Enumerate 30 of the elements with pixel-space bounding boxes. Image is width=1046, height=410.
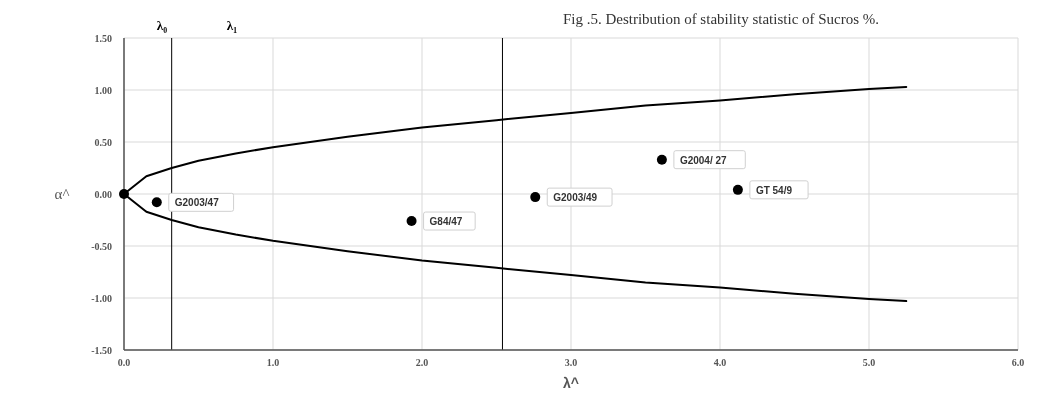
annotation: G84/47 xyxy=(429,216,463,228)
y-tick-label: -1.50 xyxy=(91,345,112,356)
x-tick-label: 4.0 xyxy=(713,357,727,368)
point xyxy=(406,216,417,227)
y-tick-label: 0.50 xyxy=(94,137,112,148)
annotation: GT 54/9 xyxy=(755,184,793,196)
x-tick-label: 6.0 xyxy=(1011,357,1025,368)
x-tick-label: 5.0 xyxy=(862,357,876,368)
text: λ₀ xyxy=(156,18,168,33)
annotation: G2004/ 27 xyxy=(679,154,728,166)
x-tick-label: 3.0 xyxy=(564,357,578,368)
x-tick-label: 2.0 xyxy=(415,357,429,368)
point xyxy=(656,154,667,165)
annotation: G2003/49 xyxy=(553,192,598,204)
chart-title: Fig .5. Destribution of stability statistic of Sucros %. xyxy=(562,11,880,27)
y-tick-label: 0.00 xyxy=(94,189,112,200)
text: λ₁ xyxy=(226,18,238,33)
y-tick-label: 1.00 xyxy=(94,85,112,96)
y-tick-label: 1.50 xyxy=(94,33,112,44)
point xyxy=(119,189,129,199)
x-tick-label: 0.0 xyxy=(117,357,131,368)
annotation: G2003/47 xyxy=(174,197,220,209)
point xyxy=(732,184,743,195)
x-tick-label: 1.0 xyxy=(266,357,280,368)
point xyxy=(530,192,541,203)
x-axis-title: λ^ xyxy=(563,375,579,391)
y-tick-label: -1.00 xyxy=(91,293,112,304)
y-axis-title: α^ xyxy=(54,186,70,202)
point xyxy=(151,197,162,208)
y-tick-label: -0.50 xyxy=(91,241,112,252)
